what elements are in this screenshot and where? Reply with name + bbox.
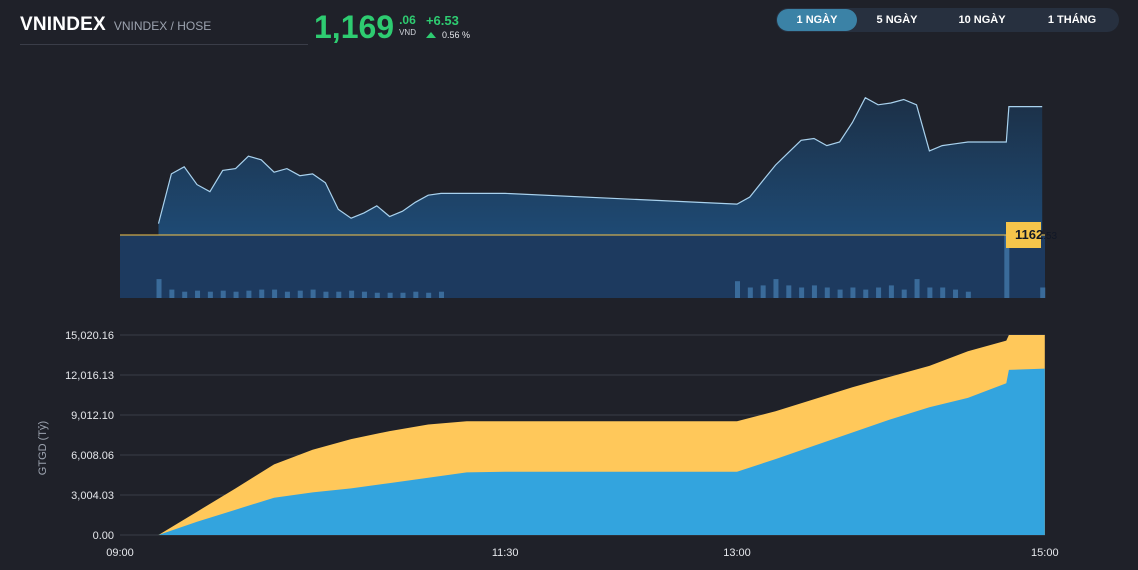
y-tick-label: 15,020.16 bbox=[65, 330, 114, 342]
volume-bar bbox=[1040, 287, 1046, 298]
volume-bar bbox=[863, 289, 869, 298]
price-integer: 1,169 bbox=[314, 9, 395, 45]
volume-bar bbox=[914, 279, 920, 298]
x-tick-label: 15:00 bbox=[1031, 547, 1059, 559]
price-change: +6.53 bbox=[425, 13, 459, 28]
price-change-percent: 0.56 % bbox=[441, 30, 470, 40]
volume-bar bbox=[786, 285, 792, 298]
volume-bar bbox=[735, 281, 740, 298]
volume-bar bbox=[927, 287, 933, 298]
volume-bar bbox=[233, 291, 239, 298]
volume-bar bbox=[953, 289, 959, 298]
volume-bar bbox=[1004, 235, 1010, 298]
volume-bar bbox=[207, 291, 213, 298]
volume-bar bbox=[195, 290, 201, 298]
reference-price-frac: .53 bbox=[1043, 231, 1057, 242]
y-tick-label: 3,004.03 bbox=[71, 490, 114, 502]
reference-price-int: 1162 bbox=[1015, 227, 1043, 242]
tab-5-days[interactable]: 5 NGÀY bbox=[876, 14, 918, 26]
volume-bar bbox=[426, 292, 432, 298]
volume-bar bbox=[888, 285, 894, 298]
tab-10-days[interactable]: 10 NGÀY bbox=[958, 14, 1006, 26]
volume-bar bbox=[760, 285, 766, 298]
volume-bar bbox=[413, 291, 419, 298]
volume-bar bbox=[336, 291, 342, 298]
y-tick-label: 12,016.13 bbox=[65, 370, 114, 382]
y-tick-label: 6,008.06 bbox=[71, 450, 114, 462]
y-tick-label: 9,012.10 bbox=[71, 410, 114, 422]
up-arrow-icon bbox=[425, 32, 436, 38]
volume-bar bbox=[850, 287, 856, 298]
volume-bar bbox=[374, 292, 380, 298]
volume-bar bbox=[940, 287, 946, 298]
volume-bar bbox=[361, 291, 367, 298]
price-unit: VND bbox=[399, 28, 416, 37]
volume-bar bbox=[811, 285, 817, 298]
volume-bar bbox=[284, 291, 290, 298]
volume-bar bbox=[799, 287, 805, 298]
price-area bbox=[158, 97, 1043, 235]
reference-price-tag bbox=[1006, 222, 1041, 248]
price-fraction: .06 bbox=[399, 13, 416, 27]
reference-line: 1162.53 bbox=[120, 222, 1058, 248]
tab-1-day[interactable]: 1 NGÀY bbox=[777, 9, 857, 31]
volume-bar bbox=[169, 289, 175, 298]
volume-bar bbox=[965, 291, 971, 298]
trading-value-chart: 15,020.16 12,016.13 9,012.10 6,008.06 3,004.… bbox=[37, 330, 1059, 559]
trading-value-x-ticks: 09:00 11:30 13:00 15:00 bbox=[106, 547, 1058, 559]
header-divider bbox=[20, 44, 308, 45]
volume-bar bbox=[246, 290, 252, 298]
reference-price-label: 1162.53 bbox=[1015, 227, 1058, 242]
volume-bar bbox=[349, 290, 355, 298]
volume-bar bbox=[387, 292, 393, 298]
value-area bbox=[158, 368, 1045, 535]
symbol-exchange: VNINDEX / HOSE bbox=[113, 19, 212, 33]
volume-bars bbox=[156, 235, 1046, 298]
volume-bar bbox=[272, 289, 278, 298]
y-tick-label: 0.00 bbox=[93, 530, 114, 542]
volume-bar bbox=[824, 287, 830, 298]
price-chart bbox=[120, 96, 1045, 298]
volume-bar bbox=[400, 292, 406, 298]
range-tabs: 1 NGÀY 5 NGÀY 10 NGÀY 1 THÁNG bbox=[776, 8, 1119, 32]
x-tick-label: 13:00 bbox=[723, 547, 751, 559]
x-tick-label: 09:00 bbox=[106, 547, 134, 559]
symbol-name: VNINDEX bbox=[20, 14, 106, 35]
volume-bar bbox=[297, 290, 303, 298]
trading-value-y-label: GTGD (Tỷ) bbox=[37, 421, 49, 475]
tab-1-month[interactable]: 1 THÁNG bbox=[1047, 14, 1097, 26]
symbol-header: VNINDEX VNINDEX / HOSE bbox=[20, 14, 211, 36]
volume-bar bbox=[259, 289, 265, 298]
x-tick-label: 11:30 bbox=[492, 547, 519, 559]
volume-bar bbox=[323, 291, 329, 298]
volume-bar bbox=[747, 287, 753, 298]
volume-bar bbox=[220, 290, 226, 298]
price-display: 1,169 .06 VND +6.53 0.56 % bbox=[314, 8, 470, 46]
volume-bar bbox=[156, 279, 162, 298]
volume-bar bbox=[310, 289, 316, 298]
volume-bar bbox=[773, 279, 779, 298]
price-line bbox=[157, 96, 1043, 224]
volume-bar bbox=[439, 291, 444, 298]
volume-bar bbox=[876, 287, 882, 298]
trading-value-y-ticks: 15,020.16 12,016.13 9,012.10 6,008.06 3,004.… bbox=[65, 330, 114, 542]
volume-background bbox=[120, 235, 1045, 298]
volume-bar bbox=[182, 291, 188, 298]
volume-bar bbox=[837, 289, 843, 298]
volume-bar bbox=[901, 289, 907, 298]
trading-value-areas bbox=[158, 335, 1045, 535]
